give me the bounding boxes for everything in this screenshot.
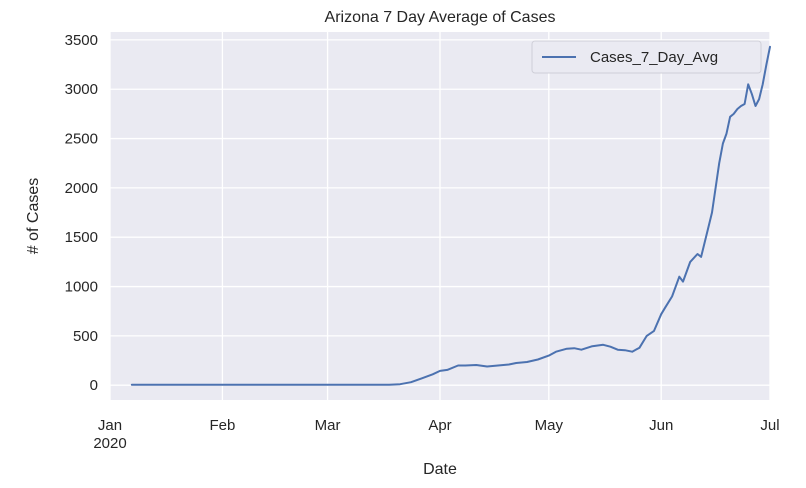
x-tick-label: May xyxy=(535,417,564,434)
x-tick-label: Jan xyxy=(98,417,122,434)
y-tick-label: 2000 xyxy=(65,180,98,197)
y-tick-label: 0 xyxy=(90,377,98,394)
x-tick-label: Apr xyxy=(428,417,451,434)
series-line xyxy=(130,45,771,386)
x-tick-sublabel: 2020 xyxy=(93,435,126,452)
x-gridlines xyxy=(109,32,771,400)
y-tick-label: 3000 xyxy=(65,81,98,98)
chart-title: Arizona 7 Day Average of Cases xyxy=(325,9,556,26)
x-tick-label: Jun xyxy=(649,417,673,434)
series-layer xyxy=(130,45,771,386)
x-tick-label: Feb xyxy=(209,417,235,434)
x-axis-title: Date xyxy=(423,461,457,478)
x-tick-label: Jul xyxy=(760,417,779,434)
legend-label: Cases_7_Day_Avg xyxy=(590,49,718,66)
x-tick-label: Mar xyxy=(315,417,341,434)
y-tick-labels: 0 500 1000 1500 2000 2500 3000 3500 xyxy=(65,32,98,394)
y-tick-label: 500 xyxy=(73,328,98,345)
y-tick-label: 1500 xyxy=(65,229,98,246)
legend-box xyxy=(531,40,762,74)
legend: Cases_7_Day_Avg xyxy=(531,40,762,74)
y-axis-title: # of Cases xyxy=(25,178,42,254)
y-tick-label: 3500 xyxy=(65,32,98,49)
y-tick-label: 1000 xyxy=(65,279,98,296)
y-tick-label: 2500 xyxy=(65,131,98,148)
